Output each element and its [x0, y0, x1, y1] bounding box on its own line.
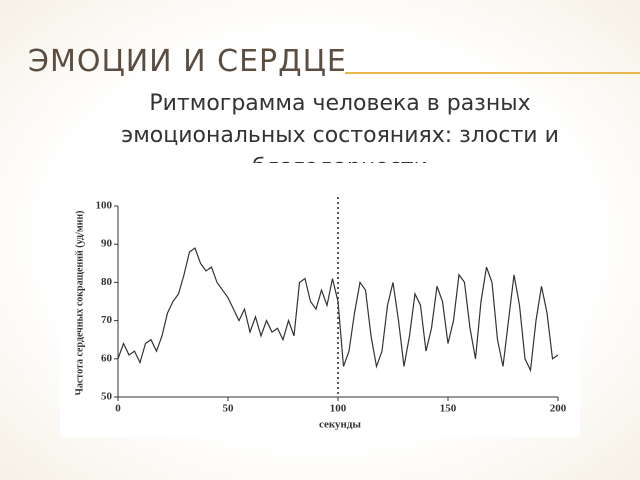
x-tick-label: 50 — [223, 403, 235, 415]
x-tick-label: 0 — [115, 403, 121, 415]
slide-subtitle: Ритмограмма человека в разных эмоциональ… — [121, 91, 559, 180]
x-tick-label: 100 — [330, 403, 347, 415]
x-tick-label: 150 — [440, 403, 457, 415]
y-tick-label: 90 — [101, 238, 113, 250]
y-tick-label: 50 — [101, 391, 113, 403]
x-axis-label: секунды — [319, 419, 361, 431]
y-tick-label: 70 — [101, 314, 113, 326]
y-tick-label: 100 — [96, 200, 113, 212]
chart: секунды Частота сердечных сокращений (уд… — [60, 163, 580, 437]
y-tick-label: 80 — [101, 276, 113, 288]
y-axis-label: Частота сердечных сокращений (уд/мин) — [74, 211, 85, 396]
x-tick-label: 200 — [550, 403, 567, 415]
slide-title: ЭМОЦИИ И СЕРДЦЕ — [28, 44, 347, 79]
title-rule — [345, 72, 640, 74]
y-tick-label: 60 — [101, 352, 113, 364]
line-series — [117, 247, 559, 373]
